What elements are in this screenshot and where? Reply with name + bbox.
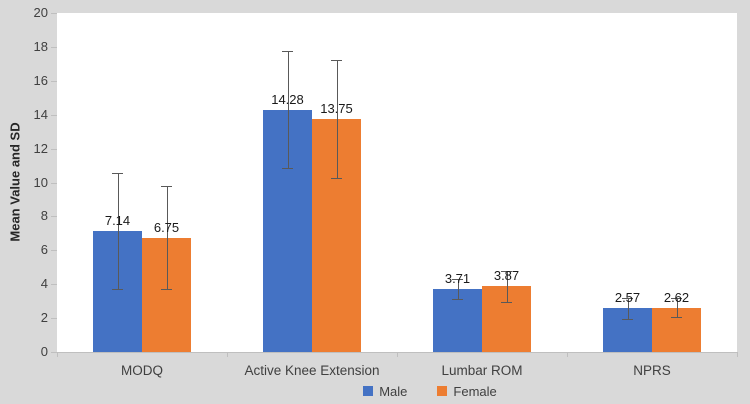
y-tick-label: 8 <box>40 208 48 224</box>
y-tick-label: 20 <box>33 5 48 20</box>
x-category-label: NPRS <box>633 363 671 378</box>
y-tick-mark <box>51 216 57 218</box>
error-bar-line <box>676 298 678 317</box>
x-tick-mark <box>567 352 568 357</box>
y-tick-mark <box>51 148 57 150</box>
x-tick-mark <box>737 352 738 357</box>
error-bar-line <box>336 59 338 179</box>
legend-label: Female <box>453 383 497 399</box>
y-tick-label: 2 <box>40 310 48 326</box>
error-bar-cap-bottom <box>161 289 172 291</box>
error-bar-cap-bottom <box>112 289 123 291</box>
error-bar-line <box>627 298 629 319</box>
bar-value-label: 3.71 <box>444 271 471 287</box>
y-tick-label: 14 <box>33 106 48 122</box>
y-tick-mark <box>51 284 57 286</box>
error-bar-line <box>166 186 168 290</box>
error-bar-cap-top <box>112 172 123 174</box>
error-bar-line <box>457 278 459 300</box>
x-category-label: MODQ <box>121 363 163 378</box>
error-bar-cap-top <box>501 271 512 273</box>
y-tick-mark <box>51 352 57 353</box>
error-bar-cap-bottom <box>282 168 293 170</box>
y-tick-mark <box>51 114 57 116</box>
legend-label: Male <box>379 383 408 399</box>
y-tick-label: 4 <box>40 276 48 292</box>
error-bar-cap-top <box>161 186 172 188</box>
bar-value-label: 13.75 <box>320 100 353 116</box>
legend-swatch-male <box>363 386 374 396</box>
y-tick-label: 6 <box>40 242 48 258</box>
y-tick-mark <box>51 80 57 82</box>
y-tick-label: 10 <box>33 174 48 190</box>
bar-value-label: 7.14 <box>104 212 131 228</box>
legend-swatch-female <box>437 386 448 396</box>
legend-item-female: Female <box>437 383 497 399</box>
bar-value-label: 3.87 <box>493 268 520 284</box>
error-bar-cap-top <box>671 298 682 300</box>
y-tick-label: 16 <box>33 72 48 88</box>
bar-value-label: 2.62 <box>663 289 690 305</box>
y-tick-mark <box>51 182 57 184</box>
error-bar-cap-top <box>452 278 463 280</box>
legend-item-male: Male <box>363 384 407 399</box>
legend: Male Female <box>90 382 750 400</box>
y-tick-mark <box>51 318 57 320</box>
y-tick-mark <box>51 250 57 252</box>
y-tick-label: 12 <box>33 140 48 156</box>
bar-value-label: 14.28 <box>271 91 304 107</box>
y-tick-mark <box>51 46 57 48</box>
y-tick-mark <box>51 13 57 14</box>
x-tick-mark <box>57 352 58 357</box>
error-bar-cap-top <box>331 59 342 61</box>
error-bar-cap-bottom <box>452 299 463 301</box>
error-bar-cap-bottom <box>501 301 512 303</box>
error-bar-cap-top <box>622 298 633 300</box>
x-category-label: Lumbar ROM <box>441 363 523 378</box>
x-tick-mark <box>227 352 228 357</box>
error-bar-cap-bottom <box>331 178 342 180</box>
bar-value-label: 6.75 <box>153 219 180 235</box>
error-bar-line <box>117 172 119 290</box>
error-bar-line <box>506 271 508 302</box>
x-category-label: Active Knee Extension <box>244 363 380 378</box>
y-tick-label: 0 <box>40 344 48 359</box>
error-bar-cap-bottom <box>622 318 633 320</box>
y-tick-label: 18 <box>33 38 48 54</box>
error-bar-cap-bottom <box>671 316 682 318</box>
bar-value-label: 2.57 <box>614 290 641 306</box>
error-bar-cap-top <box>282 51 293 53</box>
error-bar-line <box>287 51 289 169</box>
x-tick-mark <box>397 352 398 357</box>
